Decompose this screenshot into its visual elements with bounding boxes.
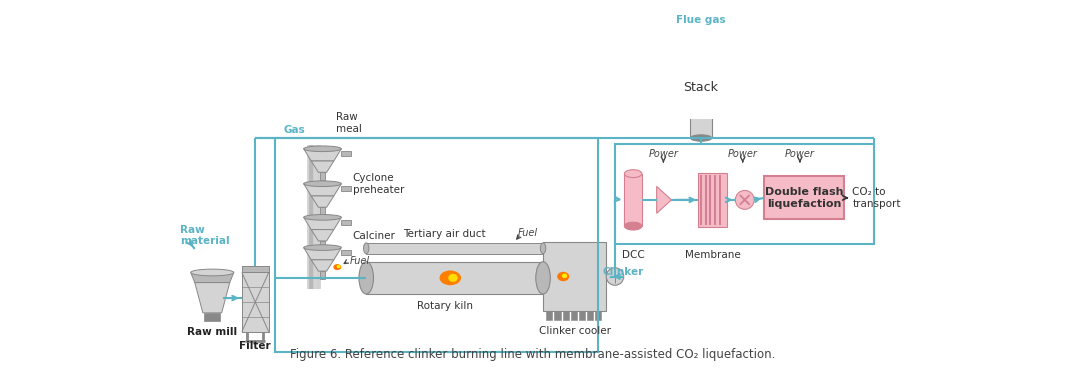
Circle shape: [606, 268, 624, 285]
Text: Raw mill: Raw mill: [187, 327, 237, 337]
Text: Power: Power: [649, 149, 679, 159]
Bar: [624, 174, 642, 226]
Ellipse shape: [690, 34, 712, 40]
Bar: [571, 311, 576, 319]
Bar: [341, 250, 351, 255]
Polygon shape: [656, 187, 671, 213]
Circle shape: [735, 191, 754, 209]
Text: Power: Power: [785, 149, 815, 159]
Bar: [341, 186, 351, 191]
Ellipse shape: [304, 245, 341, 251]
Polygon shape: [304, 217, 341, 230]
Polygon shape: [304, 184, 341, 196]
Bar: [562, 311, 569, 319]
Bar: [320, 207, 325, 215]
Polygon shape: [304, 248, 341, 260]
Bar: [320, 172, 325, 180]
Bar: [555, 311, 560, 319]
Bar: [587, 311, 593, 319]
Ellipse shape: [336, 265, 340, 268]
Ellipse shape: [562, 273, 568, 278]
Text: Figure 6. Reference clinker burning line with membrane-assisted CO₂ liquefaction: Figure 6. Reference clinker burning line…: [290, 348, 776, 361]
Ellipse shape: [304, 146, 341, 152]
Text: Fuel: Fuel: [349, 256, 369, 266]
Text: Flue gas: Flue gas: [676, 15, 726, 25]
Bar: [615, 144, 874, 244]
Bar: [320, 271, 325, 279]
Bar: [578, 311, 585, 319]
Text: Power: Power: [728, 149, 758, 159]
Bar: [242, 272, 269, 332]
Text: Tertiary air duct: Tertiary air duct: [403, 229, 485, 239]
Text: Calciner: Calciner: [353, 230, 396, 241]
Ellipse shape: [440, 270, 461, 285]
Text: Clinker cooler: Clinker cooler: [539, 326, 610, 336]
Bar: [366, 243, 543, 254]
Text: Double flash
liquefaction: Double flash liquefaction: [765, 187, 843, 209]
Polygon shape: [204, 313, 220, 321]
Bar: [546, 311, 553, 319]
Text: Filter: Filter: [239, 342, 271, 351]
Ellipse shape: [364, 243, 369, 254]
Text: CO₂ to
transport: CO₂ to transport: [853, 187, 901, 209]
Text: Rotary kiln: Rotary kiln: [416, 301, 473, 311]
Polygon shape: [312, 260, 334, 271]
Polygon shape: [312, 161, 334, 172]
Ellipse shape: [304, 181, 341, 187]
Text: Membrane: Membrane: [685, 250, 740, 260]
Polygon shape: [195, 283, 229, 313]
Polygon shape: [312, 230, 334, 241]
Ellipse shape: [690, 135, 712, 141]
Polygon shape: [304, 149, 341, 161]
Bar: [543, 242, 606, 311]
Bar: [594, 311, 601, 319]
FancyBboxPatch shape: [764, 176, 844, 219]
Bar: [275, 138, 599, 352]
Text: Fuel: Fuel: [517, 229, 538, 238]
Text: Raw
material: Raw material: [180, 225, 229, 246]
Ellipse shape: [624, 222, 642, 230]
Text: Gas: Gas: [284, 125, 305, 135]
Polygon shape: [191, 272, 234, 283]
Polygon shape: [312, 196, 334, 207]
Bar: [320, 241, 325, 249]
Text: Stack: Stack: [684, 81, 718, 94]
Bar: [690, 37, 712, 138]
Text: Cyclone
preheater: Cyclone preheater: [353, 173, 404, 195]
Ellipse shape: [359, 262, 373, 294]
Ellipse shape: [557, 272, 570, 281]
Bar: [366, 262, 543, 294]
Text: Clinker: Clinker: [602, 268, 643, 277]
Ellipse shape: [333, 264, 341, 270]
Ellipse shape: [624, 170, 642, 178]
Bar: [699, 173, 727, 227]
Text: DCC: DCC: [622, 250, 644, 260]
Bar: [242, 266, 269, 272]
Bar: [341, 219, 351, 225]
Ellipse shape: [304, 215, 341, 220]
Ellipse shape: [191, 269, 234, 276]
Ellipse shape: [448, 274, 458, 282]
Text: Raw
meal: Raw meal: [336, 112, 362, 134]
Bar: [341, 151, 351, 156]
Ellipse shape: [536, 262, 551, 294]
Ellipse shape: [540, 243, 545, 254]
